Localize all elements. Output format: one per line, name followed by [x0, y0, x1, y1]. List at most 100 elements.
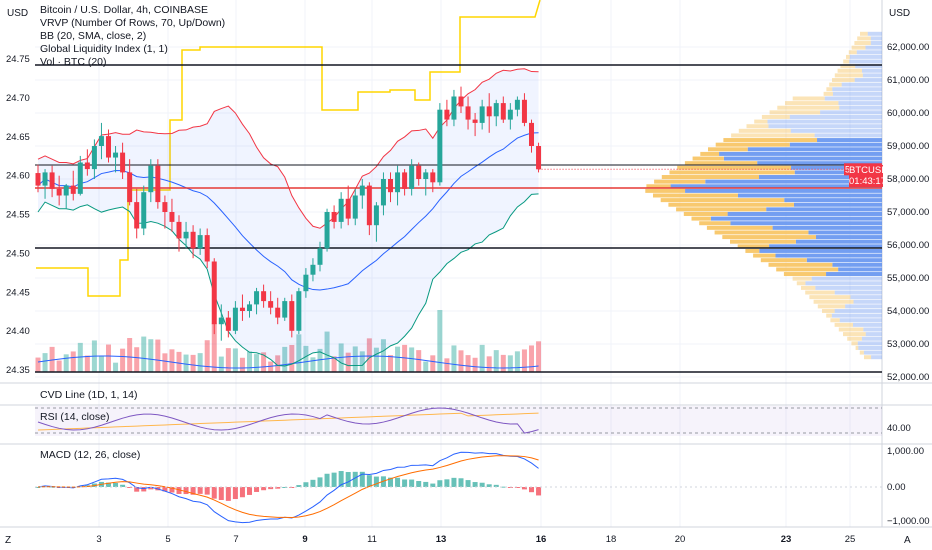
volume-bar	[282, 346, 288, 372]
candle-body	[77, 162, 83, 194]
macd-histogram-bar	[268, 487, 274, 490]
volume-ma-line	[37, 355, 539, 369]
vp-down-bar	[705, 179, 882, 184]
symbol-title[interactable]: Bitcoin / U.S. Dollar, 4h, COINBASE	[40, 4, 209, 16]
vp-up-bar	[677, 165, 792, 170]
vp-up-bar	[761, 114, 790, 119]
vp-down-bar	[784, 198, 882, 203]
vp-up-bar	[860, 31, 868, 36]
macd-histogram-bar	[345, 472, 351, 487]
macd-histogram-bar	[232, 487, 238, 500]
vp-down-bar	[808, 230, 882, 235]
candle-body	[84, 162, 90, 170]
vp-down-bar	[867, 31, 882, 36]
vp-up-bar	[851, 341, 858, 346]
vp-up-bar	[669, 170, 795, 175]
indicator-bb[interactable]: BB (20, SMA, close, 2)	[40, 30, 147, 42]
candle-body	[49, 172, 55, 189]
macd-histogram-bar	[437, 480, 443, 487]
volume-bar	[120, 348, 126, 372]
vp-up-bar	[715, 142, 790, 147]
macd-histogram-bar	[366, 475, 372, 487]
vp-up-bar	[785, 101, 839, 106]
indicator-volume[interactable]: Vol · BTC (20)	[40, 56, 107, 68]
left-axis-tick: 24.50	[6, 248, 30, 259]
volume-bar	[127, 338, 133, 372]
candle-body	[106, 136, 111, 158]
vp-down-bar	[757, 161, 882, 166]
indicator-liquidity[interactable]: Global Liquidity Index (1, 1)	[40, 43, 168, 55]
volume-bar	[296, 334, 302, 372]
vp-up-bar	[699, 221, 731, 226]
auto-scale-icon[interactable]: A	[904, 535, 911, 546]
vp-up-bar	[847, 336, 862, 341]
volume-bar	[331, 356, 337, 372]
volume-bar	[345, 352, 351, 372]
volume-bar	[324, 331, 330, 372]
vp-up-bar	[823, 91, 833, 96]
candle-body	[373, 205, 379, 226]
vp-up-bar	[654, 179, 706, 184]
vp-up-bar	[754, 119, 768, 124]
volume-bar	[380, 339, 386, 372]
rsi-pane-label[interactable]: RSI (14, close)	[40, 411, 110, 423]
vp-up-bar	[684, 161, 758, 166]
vp-down-bar	[826, 272, 882, 277]
macd-histogram-bar	[275, 487, 281, 489]
volume-bar	[536, 341, 542, 372]
vp-up-bar	[646, 184, 671, 189]
candle-body	[289, 301, 295, 331]
volume-bar	[359, 351, 365, 372]
vp-up-bar	[829, 82, 842, 87]
vp-up-bar	[723, 138, 818, 143]
vp-up-bar	[731, 133, 815, 138]
macd-histogram-bar	[451, 477, 457, 487]
left-currency-label[interactable]: USD	[7, 8, 29, 19]
vp-up-bar	[832, 78, 855, 82]
macd-histogram-bar	[204, 487, 210, 495]
volume-bar	[84, 355, 90, 372]
macd-histogram-bar	[254, 487, 260, 492]
vp-down-bar	[769, 244, 882, 249]
candle-body	[430, 172, 436, 183]
vp-down-bar	[768, 124, 882, 129]
vp-down-bar	[832, 91, 882, 96]
volume-bar	[514, 351, 520, 372]
volume-bar	[472, 357, 478, 372]
vp-up-bar	[745, 248, 760, 253]
vp-down-bar	[845, 304, 882, 309]
indicator-vrvp[interactable]: VRVP (Number Of Rows, 70, Up/Down)	[40, 17, 226, 29]
macd-histogram-bar	[183, 487, 189, 495]
volume-bar	[155, 339, 161, 372]
candle-body	[63, 185, 69, 196]
vp-up-bar	[834, 322, 853, 327]
macd-histogram-bar	[536, 487, 542, 496]
vp-up-bar	[738, 128, 791, 133]
vp-down-bar	[850, 295, 882, 300]
vp-down-bar	[758, 175, 882, 180]
macd-histogram-bar	[388, 477, 393, 487]
macd-histogram-bar	[225, 487, 231, 501]
zoom-icon[interactable]: Z	[5, 535, 12, 546]
left-axis-tick: 24.75	[6, 54, 30, 65]
volume-bar	[35, 357, 41, 372]
right-currency-label[interactable]: USD	[889, 8, 911, 19]
macd-histogram-bar	[169, 487, 175, 493]
macd-pane-label[interactable]: MACD (12, 26, close)	[40, 449, 141, 461]
vp-down-bar	[861, 68, 882, 73]
macd-histogram-bar	[458, 478, 464, 487]
macd-histogram-bar	[444, 479, 450, 487]
price-axis-tick: 61,000.00	[887, 75, 929, 86]
candle-body	[113, 152, 119, 158]
candle-body	[451, 96, 457, 120]
vp-up-bar	[660, 198, 785, 203]
macd-axis-tick: −1,000.00	[887, 516, 930, 527]
vp-down-bar	[838, 101, 882, 106]
cvd-pane-label[interactable]: CVD Line (1D, 1, 14)	[40, 389, 138, 401]
vp-down-bar	[759, 248, 882, 253]
vp-up-bar	[809, 295, 851, 300]
price-axis-tick: 57,000.00	[887, 207, 929, 218]
countdown-badge: 01:43:17	[849, 176, 886, 187]
vp-up-bar	[848, 50, 857, 55]
